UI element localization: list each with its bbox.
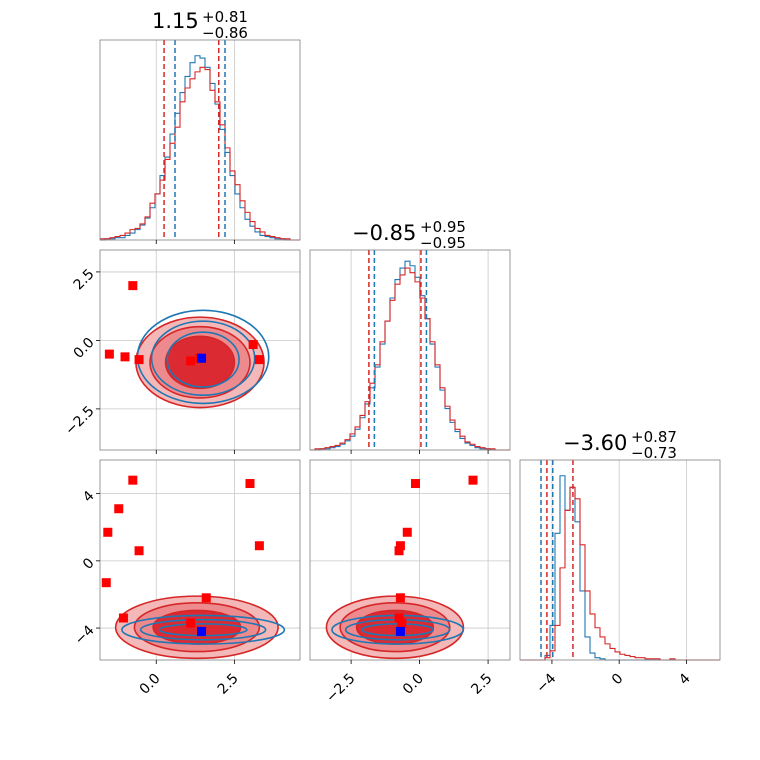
contour-layer bbox=[114, 595, 286, 660]
y-tick-label: −2.5 bbox=[62, 403, 97, 438]
red-marker bbox=[468, 475, 478, 485]
contour-blue bbox=[139, 618, 267, 641]
red-marker bbox=[104, 349, 114, 359]
x-tick-label: −2.5 bbox=[323, 671, 358, 706]
red-marker bbox=[402, 527, 412, 537]
red-marker bbox=[254, 541, 264, 551]
x-tick-label: 0.0 bbox=[400, 671, 427, 698]
title-param-0-sub: −0.86 bbox=[202, 24, 248, 42]
blue-marker bbox=[395, 626, 405, 636]
red-marker bbox=[248, 340, 258, 350]
y-tick-label: 2.5 bbox=[71, 266, 98, 293]
x-tick-label: 2.5 bbox=[215, 671, 242, 698]
red-marker bbox=[120, 352, 130, 362]
red-marker bbox=[394, 546, 404, 556]
panel-frame bbox=[309, 249, 511, 451]
contour-blue bbox=[121, 614, 286, 645]
title-param-2-sub: −0.73 bbox=[631, 444, 677, 462]
histogram-hist_blue_0 bbox=[100, 55, 300, 241]
red-marker bbox=[186, 618, 196, 628]
panel-2-1 bbox=[309, 459, 511, 664]
histogram-hist_blue_2 bbox=[520, 475, 720, 661]
red-marker bbox=[114, 504, 124, 514]
red-marker bbox=[134, 546, 144, 556]
panel-frame bbox=[309, 459, 511, 661]
title-param-0-sup: +0.81 bbox=[202, 8, 248, 26]
red-marker bbox=[395, 593, 405, 603]
y-tick-label: 0 bbox=[80, 555, 98, 573]
red-marker bbox=[134, 355, 144, 365]
panel-frame bbox=[99, 459, 301, 661]
x-tick-label: −4 bbox=[533, 671, 559, 697]
red-marker bbox=[128, 475, 138, 485]
x-tick-label: 2.5 bbox=[468, 671, 495, 698]
red-marker bbox=[245, 479, 255, 489]
red-marker bbox=[254, 355, 264, 365]
red-marker bbox=[128, 281, 138, 291]
panels-group: 0.0 2.5 −2.5 0.0 2.5 −4 0 4 −2.5 0.0 2.5 −4 0 4 bbox=[62, 39, 721, 706]
red-marker bbox=[395, 541, 405, 551]
red-marker bbox=[201, 593, 211, 603]
histogram-hist_red_2 bbox=[520, 486, 720, 661]
histogram-hist_red_0 bbox=[100, 66, 300, 241]
y-tick-label: 4 bbox=[80, 488, 98, 506]
panel-1-0 bbox=[96, 249, 301, 454]
red-marker bbox=[186, 356, 196, 366]
panel-frame bbox=[99, 39, 301, 241]
histogram-hist_blue_1 bbox=[310, 260, 510, 451]
title-param-0: 1.15 bbox=[152, 9, 199, 33]
red-marker bbox=[394, 613, 404, 623]
contour-blue bbox=[166, 331, 240, 388]
y-tick-label: 0.0 bbox=[71, 335, 98, 362]
blue-marker bbox=[197, 353, 207, 363]
title-param-1: −0.85 bbox=[352, 221, 416, 245]
panel-0-0 bbox=[99, 39, 301, 244]
red-marker bbox=[103, 527, 113, 537]
x-tick-label: 0 bbox=[609, 671, 627, 689]
x-tick-label: 0.0 bbox=[137, 671, 164, 698]
title-param-2: −3.60 bbox=[563, 431, 627, 455]
red-marker bbox=[101, 578, 111, 588]
panel-frame bbox=[99, 249, 301, 451]
contour-layer bbox=[325, 595, 465, 660]
x-tick-label: 4 bbox=[676, 671, 694, 689]
panel-frame bbox=[519, 459, 721, 661]
panel-2-0 bbox=[96, 459, 301, 664]
contour-blue bbox=[150, 320, 256, 397]
histogram-hist_red_1 bbox=[310, 267, 510, 451]
blue-marker bbox=[197, 626, 207, 636]
red-marker bbox=[397, 618, 407, 628]
panel-1-1 bbox=[309, 249, 511, 454]
red-marker bbox=[410, 479, 420, 489]
red-marker bbox=[118, 613, 128, 623]
title-param-1-sub: −0.95 bbox=[420, 234, 466, 252]
title-param-2-sup: +0.87 bbox=[631, 428, 677, 446]
y-tick-label: −4 bbox=[72, 622, 98, 648]
panel-2-2 bbox=[519, 459, 721, 664]
title-param-1-sup: +0.95 bbox=[420, 218, 466, 236]
